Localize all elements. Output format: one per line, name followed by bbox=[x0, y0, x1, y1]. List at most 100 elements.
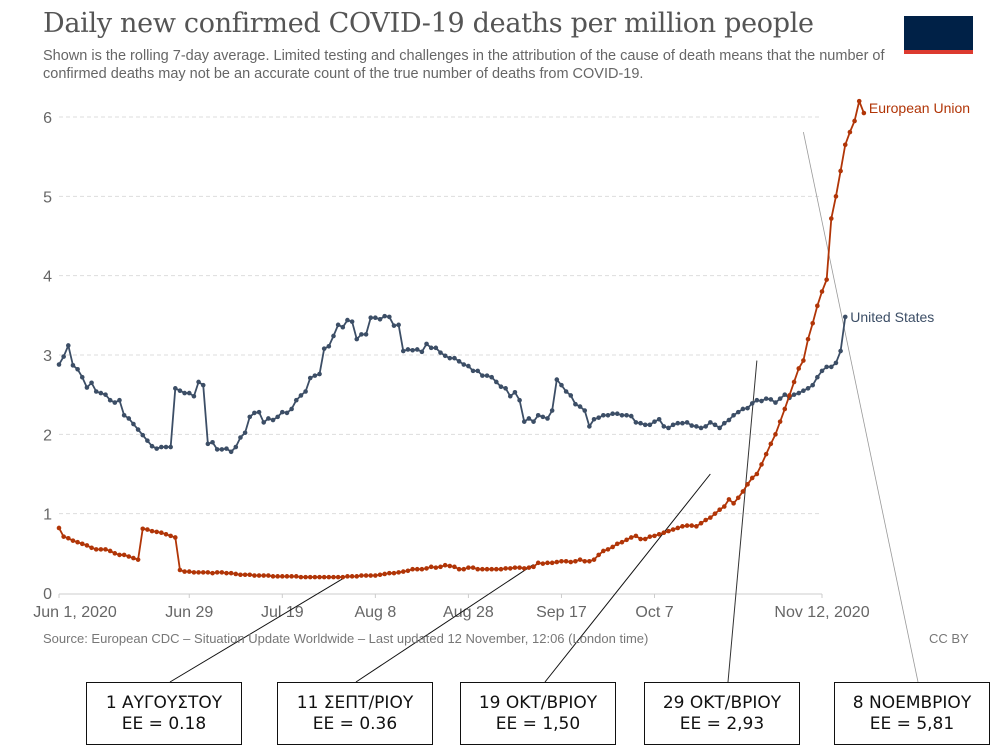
data-point bbox=[280, 574, 285, 579]
data-point bbox=[419, 349, 425, 355]
data-point bbox=[56, 525, 62, 531]
data-point bbox=[293, 397, 299, 403]
data-point bbox=[66, 343, 71, 348]
data-point bbox=[247, 414, 253, 420]
data-point bbox=[484, 566, 490, 572]
data-point bbox=[610, 411, 615, 417]
data-point bbox=[405, 347, 411, 352]
data-point bbox=[303, 574, 308, 580]
callout-date: 8 ΝΟΕΜΒΡΙΟΥ bbox=[852, 693, 972, 713]
data-point bbox=[400, 569, 406, 574]
chart-subtitle: Shown is the rolling 7-day average. Limi… bbox=[43, 48, 885, 82]
data-point bbox=[745, 405, 750, 411]
data-point bbox=[647, 422, 653, 428]
data-point bbox=[219, 447, 225, 452]
data-point bbox=[438, 350, 443, 355]
callout-nov-8: 8 ΝΟΕΜΒΡΙΟΥ ΕΕ = 5,81 bbox=[834, 682, 990, 745]
data-point bbox=[768, 441, 774, 447]
data-point bbox=[466, 565, 471, 570]
data-point bbox=[373, 573, 378, 578]
data-point bbox=[661, 424, 667, 429]
data-point bbox=[749, 401, 755, 406]
data-point bbox=[159, 444, 164, 450]
data-point bbox=[666, 528, 671, 534]
data-point bbox=[735, 495, 741, 501]
x-tick-label: Jul 19 bbox=[261, 604, 304, 621]
data-point bbox=[642, 422, 648, 428]
data-point bbox=[638, 536, 643, 542]
data-point bbox=[75, 539, 80, 545]
data-point bbox=[601, 412, 606, 418]
data-point bbox=[680, 420, 685, 426]
data-point bbox=[535, 560, 541, 566]
data-point bbox=[159, 530, 164, 536]
data-point bbox=[442, 353, 448, 359]
data-point bbox=[731, 412, 736, 418]
data-point bbox=[708, 420, 713, 425]
data-point bbox=[563, 389, 569, 394]
data-point bbox=[591, 416, 597, 422]
data-point bbox=[782, 406, 788, 412]
data-point bbox=[475, 368, 481, 374]
data-point bbox=[419, 566, 425, 572]
data-point bbox=[433, 345, 439, 351]
data-point bbox=[284, 574, 290, 579]
data-point bbox=[196, 379, 201, 385]
data-point bbox=[824, 277, 829, 282]
data-point bbox=[498, 384, 504, 390]
data-point bbox=[796, 390, 802, 396]
data-point bbox=[205, 570, 211, 575]
data-point bbox=[238, 435, 243, 440]
data-point bbox=[763, 396, 769, 401]
data-point bbox=[554, 377, 560, 382]
data-point bbox=[186, 390, 192, 396]
data-point bbox=[126, 554, 132, 559]
owid-logo bbox=[904, 16, 973, 54]
data-point bbox=[107, 548, 113, 554]
data-point bbox=[563, 558, 569, 564]
data-point bbox=[494, 566, 499, 572]
data-point bbox=[214, 447, 220, 452]
data-point bbox=[773, 400, 778, 405]
data-point bbox=[805, 336, 811, 342]
data-point bbox=[363, 332, 369, 337]
data-point bbox=[354, 336, 360, 342]
data-point bbox=[461, 566, 467, 572]
data-point bbox=[838, 168, 843, 174]
data-point bbox=[698, 425, 704, 431]
x-axis: Jun 1, 2020 Jun 29 Jul 19 Aug 8 Aug 28 Sep 17… bbox=[33, 593, 870, 621]
data-point bbox=[238, 572, 243, 578]
data-point bbox=[652, 419, 657, 424]
callout-aug-1: 1 ΑΥΓΟΥΣΤΟΥ ΕΕ = 0.18 bbox=[86, 682, 242, 745]
data-point bbox=[782, 392, 788, 397]
data-point bbox=[805, 386, 811, 391]
data-point bbox=[387, 314, 392, 320]
data-point bbox=[456, 359, 462, 364]
data-point bbox=[856, 98, 862, 104]
data-point bbox=[219, 570, 225, 575]
data-point bbox=[721, 504, 727, 509]
data-point bbox=[480, 373, 485, 378]
data-point bbox=[391, 323, 397, 328]
data-point bbox=[428, 564, 434, 570]
data-point bbox=[791, 379, 797, 385]
data-point bbox=[749, 475, 755, 481]
data-point bbox=[140, 432, 146, 438]
data-point bbox=[266, 573, 271, 578]
series-european-union: European Union bbox=[56, 98, 970, 580]
data-point bbox=[726, 417, 732, 423]
data-point bbox=[717, 425, 722, 431]
data-point bbox=[117, 552, 122, 558]
data-point bbox=[596, 415, 601, 420]
callout-date: 29 ΟΚΤ/ΒΡΙΟΥ bbox=[662, 693, 782, 713]
data-point bbox=[200, 382, 206, 388]
data-point bbox=[140, 526, 146, 532]
data-point bbox=[582, 558, 588, 564]
data-point bbox=[191, 393, 197, 399]
leader-line bbox=[727, 360, 758, 683]
series-line bbox=[58, 315, 847, 453]
data-point bbox=[66, 535, 71, 541]
data-point bbox=[70, 538, 76, 543]
license-link[interactable]: CC BY bbox=[929, 631, 969, 646]
data-point bbox=[149, 528, 155, 534]
